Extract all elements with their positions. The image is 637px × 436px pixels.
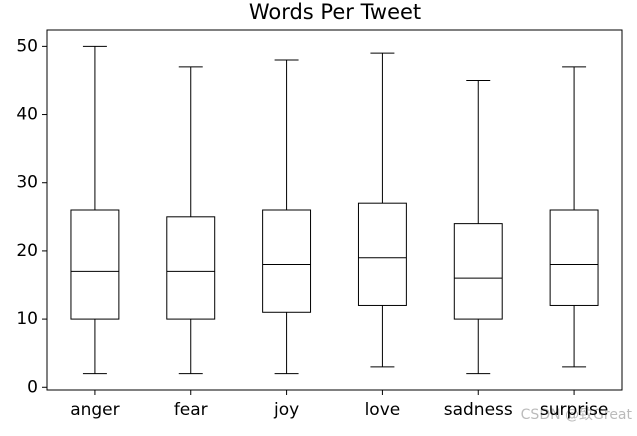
y-tick-label: 50: [16, 36, 38, 56]
x-tick-label: fear: [174, 400, 208, 420]
x-tick-label: love: [365, 400, 401, 420]
y-tick-label: 30: [16, 173, 38, 193]
box: [262, 209, 312, 313]
x-tick-label: surprise: [540, 400, 608, 420]
y-tick-label: 20: [16, 241, 38, 261]
watermark: CSDN @致Great: [521, 407, 633, 423]
y-tick-label: 0: [27, 377, 38, 397]
y-tick-label: 40: [16, 105, 38, 125]
plot-frame: [46, 29, 623, 391]
box: [549, 209, 599, 306]
x-tick-label: anger: [70, 400, 119, 420]
box: [70, 209, 120, 320]
box: [357, 202, 407, 306]
x-tick-label: sadness: [444, 400, 513, 420]
box: [166, 216, 216, 320]
box: [453, 223, 503, 320]
x-tick-label: joy: [273, 400, 299, 420]
y-tick-label: 10: [16, 309, 38, 329]
chart-title: Words Per Tweet: [249, 0, 421, 24]
